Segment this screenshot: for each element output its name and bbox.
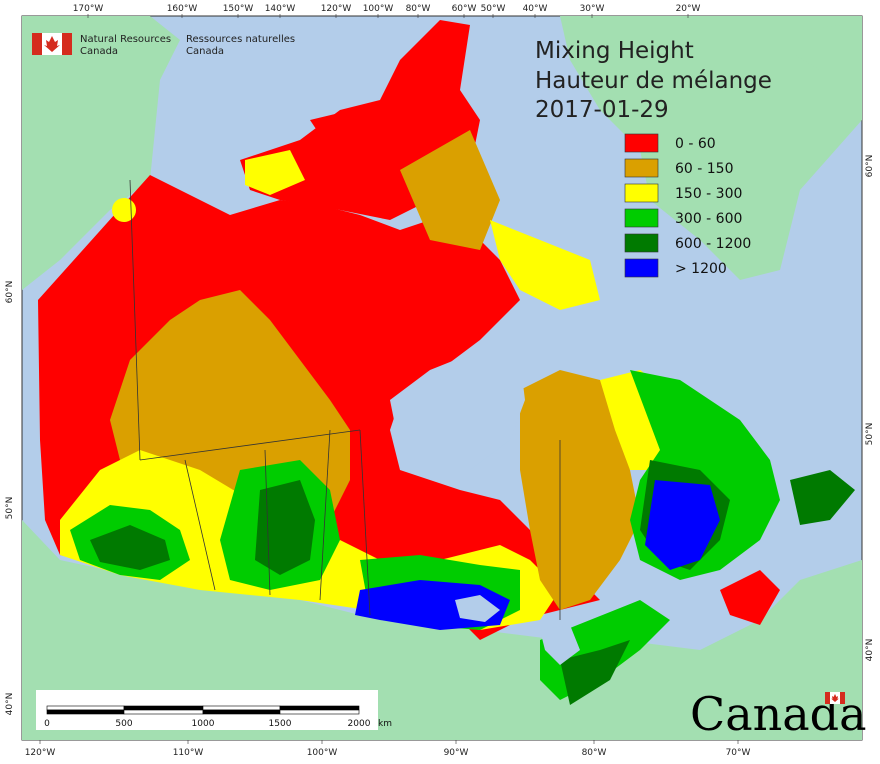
scale-label: 0	[44, 719, 50, 729]
border-sask-manitoba	[319, 429, 331, 601]
scale-segment	[202, 705, 281, 711]
province-borders	[129, 179, 561, 620]
top-tick-label: 50°W	[481, 4, 506, 14]
bottom-tick-label: 80°W	[582, 748, 607, 758]
greenland-land	[560, 16, 862, 280]
top-tick-label: 120°W	[321, 4, 352, 14]
legend-swatch	[624, 158, 659, 178]
wordmark-flag-right	[840, 692, 845, 704]
flag-right-bar	[62, 33, 72, 55]
legend-label: 60 - 150	[675, 161, 734, 177]
flag-left-bar	[32, 33, 42, 55]
top-tick-label: 40°W	[523, 4, 548, 14]
legend-swatch	[624, 208, 659, 228]
title-date: 2017-01-29	[535, 97, 669, 123]
alaska-land	[22, 16, 180, 290]
ministry-logo: Natural Resources Canada Ressources natu…	[32, 33, 295, 57]
right-tick-label: 60°N	[865, 155, 875, 178]
quebec-orange	[520, 370, 640, 610]
canada-mixing-height	[38, 20, 855, 705]
border-alberta-sask	[264, 449, 271, 596]
top-tick-label: 20°W	[676, 4, 701, 14]
ministry-fr-line2: Canada	[186, 46, 224, 57]
border-bc-alberta	[184, 459, 216, 591]
lake-huron	[540, 625, 580, 665]
top-tick-label: 30°W	[580, 4, 605, 14]
legend: 0 - 60 60 - 150 150 - 300 300 - 600 600 - 12…	[624, 133, 751, 278]
right-tick-label: 40°N	[865, 639, 875, 662]
top-tick-label: 150°W	[223, 4, 254, 14]
scale-segment	[46, 705, 125, 711]
scale-segment	[123, 709, 204, 715]
right-tick-label: 50°N	[865, 423, 875, 446]
legend-label: 600 - 1200	[675, 236, 751, 252]
maritimes-red	[720, 570, 780, 625]
legend-label: 150 - 300	[675, 186, 742, 202]
left-tick-label: 60°N	[5, 281, 15, 304]
bottom-tick-label: 70°W	[726, 748, 751, 758]
bottom-tick-label: 120°W	[25, 748, 56, 758]
iceland-land	[795, 25, 850, 70]
top-tick-label: 170°W	[73, 4, 104, 14]
baffin-yellow	[490, 220, 600, 310]
hudson-bay	[390, 350, 525, 470]
bottom-tick-label: 90°W	[444, 748, 469, 758]
legend-swatch	[624, 233, 659, 253]
arctic-island-west	[310, 108, 370, 150]
scale-unit: km	[378, 719, 392, 729]
bottom-tick-label: 100°W	[307, 748, 338, 758]
scale-label: 1500	[269, 719, 292, 729]
scale-label: 1000	[192, 719, 215, 729]
baffin-orange	[400, 130, 500, 250]
foreign-land	[22, 16, 862, 740]
maple-leaf-icon	[44, 36, 60, 52]
ministry-en-line1: Natural Resources	[80, 34, 171, 45]
border-yukon-nwt	[129, 179, 141, 461]
top-tick-label: 100°W	[363, 4, 394, 14]
scale-segment	[279, 705, 360, 711]
legend-swatch	[624, 183, 659, 203]
map-title: Mixing Height Hauteur de mélange 2017-01…	[535, 38, 772, 123]
top-tick-label: 140°W	[265, 4, 296, 14]
legend-swatch	[624, 258, 659, 278]
newfoundland-darkgreen	[790, 470, 855, 525]
yukon-yellow-spot	[112, 198, 136, 222]
scale-label: 2000	[348, 719, 371, 729]
title-line2: Hauteur de mélange	[535, 68, 772, 94]
scale-label: 500	[115, 719, 132, 729]
legend-swatch	[624, 133, 659, 153]
canada-wordmark: Canada	[690, 687, 867, 741]
arctic-yellow	[245, 150, 305, 195]
scale-segment	[279, 709, 360, 715]
usa-land	[22, 520, 862, 740]
scale-segment	[123, 705, 204, 711]
legend-label: 0 - 60	[675, 136, 716, 152]
title-line1: Mixing Height	[535, 38, 694, 64]
left-tick-label: 50°N	[5, 497, 15, 520]
legend-label: 300 - 600	[675, 211, 742, 227]
wordmark-maple-leaf-icon	[831, 694, 839, 702]
top-tick-label: 160°W	[167, 4, 198, 14]
border-60n	[139, 429, 361, 461]
scale-bar: 0 500 1000 1500 2000 km	[36, 690, 392, 730]
scale-segment	[46, 709, 125, 715]
top-tick-label: 60°W	[452, 4, 477, 14]
legend-label: > 1200	[675, 261, 727, 277]
left-tick-label: 40°N	[5, 693, 15, 716]
scale-segment	[202, 709, 281, 715]
ministry-en-line2: Canada	[80, 46, 118, 57]
bc-darkgreen	[90, 525, 170, 570]
eastern-blue	[645, 480, 720, 570]
wordmark-flag-left	[825, 692, 830, 704]
ministry-fr-line1: Ressources naturelles	[186, 34, 295, 45]
graticule-labels: 170°W 160°W 150°W 140°W 120°W 100°W 80°W 60°W 50…	[5, 4, 875, 758]
bottom-tick-label: 110°W	[173, 748, 204, 758]
top-tick-label: 80°W	[406, 4, 431, 14]
southern-ontario-darkgreen	[560, 640, 630, 705]
border-manitoba-ontario	[359, 429, 371, 616]
prairie-darkgreen	[255, 480, 315, 575]
lake-superior	[455, 595, 500, 622]
